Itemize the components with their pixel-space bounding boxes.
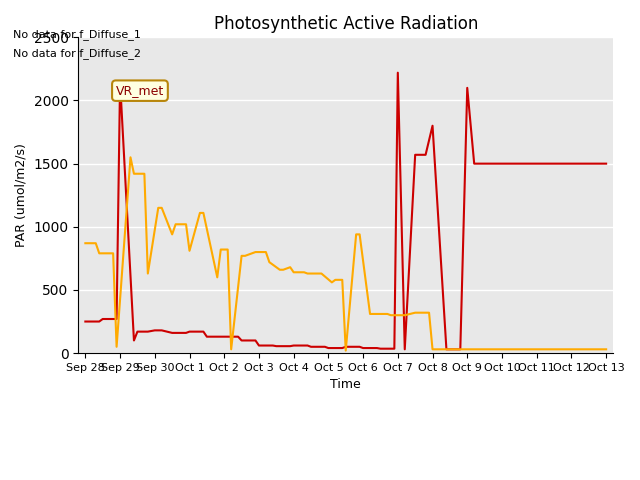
Text: VR_met: VR_met [116,84,164,97]
Y-axis label: PAR (umol/m2/s): PAR (umol/m2/s) [15,144,28,247]
Text: No data for f_Diffuse_2: No data for f_Diffuse_2 [13,48,141,59]
X-axis label: Time: Time [330,378,361,391]
Legend:  [340,408,351,419]
Title: Photosynthetic Active Radiation: Photosynthetic Active Radiation [214,15,478,33]
Text: No data for f_Diffuse_1: No data for f_Diffuse_1 [13,29,141,40]
